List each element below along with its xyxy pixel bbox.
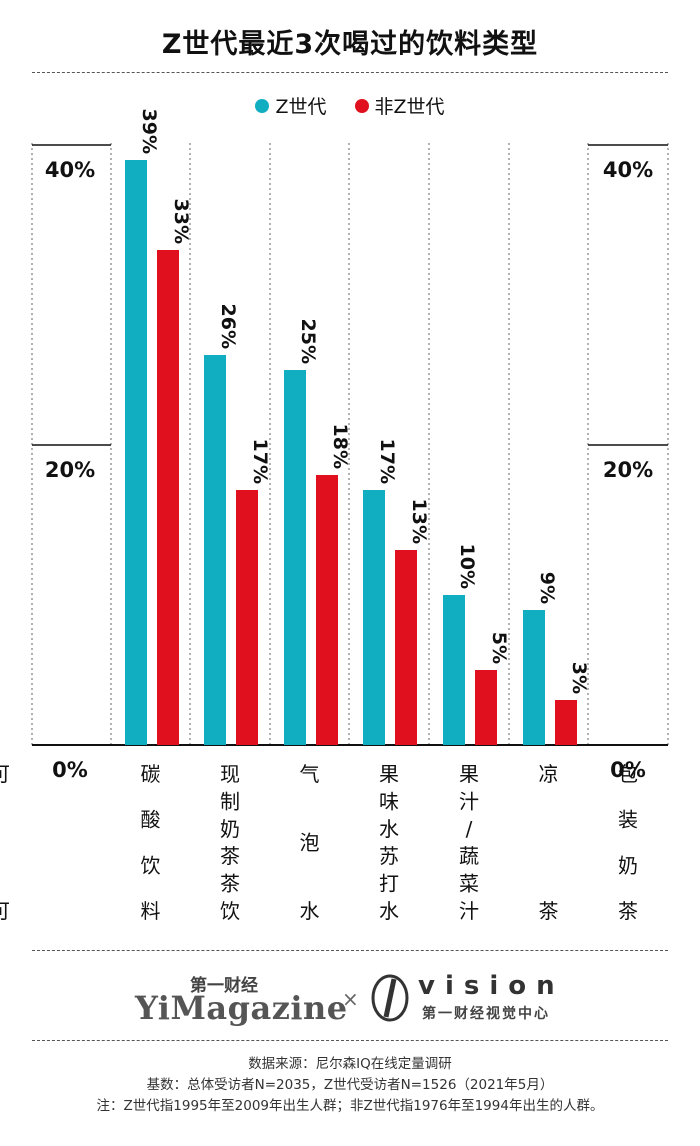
bar-nonz	[555, 700, 577, 745]
category-label-char: 碳	[141, 762, 161, 786]
legend-label-nonz: 非Z世代	[374, 96, 445, 118]
category-label-char: 可	[0, 762, 10, 786]
data-label-z: 9%	[536, 572, 558, 604]
data-label-nonz: 5%	[488, 632, 510, 664]
bar-z	[284, 370, 306, 745]
category-label-char: 奶	[618, 853, 638, 877]
sample-base-note: 基数：总体受访者N=2035，Z世代受访者N=1526（2021年5月）	[146, 1077, 554, 1093]
data-label-nonz: 3%	[568, 662, 590, 694]
category-label-char: /	[466, 817, 473, 841]
bar-z	[125, 160, 147, 745]
title-divider	[32, 72, 668, 73]
data-label-z: 25%	[297, 319, 319, 364]
category-label-char: 茶	[539, 899, 559, 923]
footnotes: 数据来源：尼尔森IQ在线定量调研 基数：总体受访者N=2035，Z世代受访者N=…	[0, 1054, 700, 1117]
y-tick-label-left: 0%	[52, 758, 88, 782]
y-tick-label-left: 40%	[45, 158, 95, 182]
category-label-char: 味	[379, 789, 399, 813]
bar-z	[204, 355, 226, 745]
category-label-char: 泡	[300, 831, 320, 855]
data-label-z: 26%	[217, 304, 239, 349]
category-label-char: 现	[220, 762, 240, 786]
y-tick-label-left: 20%	[45, 458, 95, 482]
category-label-char: 奶	[220, 817, 240, 841]
legend-item-nonz: 非Z世代	[354, 92, 445, 119]
data-label-z: 39%	[138, 109, 160, 154]
data-label-z: 10%	[456, 544, 478, 589]
data-label-nonz: 17%	[249, 439, 271, 484]
category-label-char: 凉	[539, 762, 559, 786]
category-label-char: 气	[300, 762, 320, 786]
bar-z	[523, 610, 545, 745]
category-label-char: 制	[220, 789, 240, 813]
bar-z	[443, 595, 465, 745]
legend-label-z: Z世代	[275, 96, 327, 118]
brand-logos: 第一财经 YiMagazine × vision 第一财经视觉中心	[0, 965, 700, 1035]
vision-wordmark: vision	[418, 971, 565, 1001]
category-label-char: 酸	[141, 808, 161, 832]
data-label-nonz: 13%	[408, 499, 430, 544]
category-label-char: 包	[618, 762, 638, 786]
category-label-char: 可	[0, 899, 10, 923]
y-tick-label-right: 20%	[603, 458, 653, 482]
bar-nonz	[316, 475, 338, 745]
category-label-char: 汁	[459, 899, 479, 923]
category-label-char: 果	[379, 762, 399, 786]
bar-nonz	[395, 550, 417, 745]
data-label-nonz: 18%	[329, 424, 351, 469]
category-label-char: 果	[459, 762, 479, 786]
footer-divider-top	[32, 950, 668, 951]
footer-divider-bottom	[32, 1040, 668, 1041]
page-title: Z世代最近3次喝过的饮料类型	[161, 29, 539, 60]
bar-nonz	[475, 670, 497, 745]
bar-z	[363, 490, 385, 745]
vision-logo-icon	[371, 974, 409, 1022]
legend-item-z: Z世代	[255, 92, 327, 119]
category-label-char: 打	[379, 872, 399, 896]
category-label-char: 蔬	[459, 844, 479, 868]
category-label-char: 水	[300, 899, 320, 923]
category-label-char: 水	[379, 817, 399, 841]
data-source-note: 数据来源：尼尔森IQ在线定量调研	[248, 1056, 452, 1072]
data-label-z: 17%	[376, 439, 398, 484]
cross-icon: ×	[342, 987, 359, 1011]
yimagazine-cn-logo: 第一财经	[190, 976, 258, 996]
yimagazine-logo: YiMagazine	[135, 989, 348, 1027]
bar-chart: 40% 40% 20% 20% 0% 0% 39% 33% 26% 17% 25% 18% 17% 13%…	[0, 109, 669, 923]
category-label-char: 装	[618, 808, 638, 832]
category-label-char: 茶	[220, 844, 240, 868]
category-label-char: 菜	[459, 872, 479, 896]
legend-dot-nonz	[354, 98, 369, 113]
category-label-char: 茶	[618, 899, 638, 923]
category-label-char: 料	[141, 899, 161, 923]
bar-nonz	[157, 250, 179, 745]
category-label-char: 汁	[459, 789, 479, 813]
category-label-char: 水	[379, 899, 399, 923]
category-label-char: 茶	[220, 872, 240, 896]
definition-note: 注：Z世代指1995年至2009年出生人群；非Z世代指1976年至1994年出生…	[96, 1098, 604, 1114]
legend-dot-z	[255, 98, 270, 113]
bar-nonz	[236, 490, 258, 745]
vision-subtitle: 第一财经视觉中心	[422, 1006, 550, 1022]
legend: Z世代 非Z世代	[0, 92, 700, 119]
category-label-char: 饮	[220, 899, 240, 923]
y-tick-label-right: 0%	[610, 758, 646, 782]
data-label-nonz: 33%	[170, 199, 192, 244]
y-tick-label-right: 40%	[603, 158, 653, 182]
category-label-char: 饮	[141, 853, 161, 877]
category-label-char: 苏	[379, 844, 399, 868]
